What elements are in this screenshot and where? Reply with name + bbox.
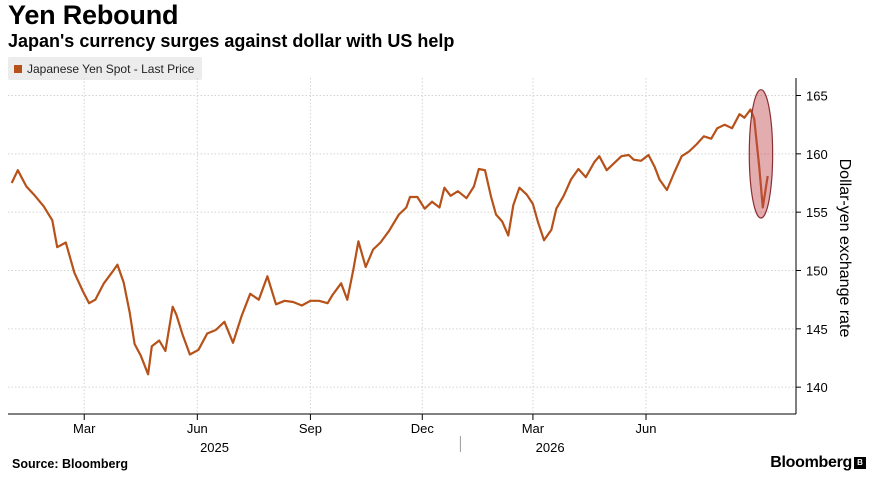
y-tick-label: 140 [806, 380, 828, 395]
y-tick-label: 150 [806, 264, 828, 279]
y-tick-label: 155 [806, 205, 828, 220]
y-axis-label: Dollar-yen exchange rate [836, 159, 853, 338]
x-year-label: 2025 [200, 440, 229, 455]
x-tick-label: Mar [522, 421, 545, 436]
series-layer [10, 108, 769, 376]
highlight-ellipse [748, 89, 774, 219]
chart-title: Yen Rebound [8, 0, 179, 30]
legend-swatch [14, 64, 22, 73]
x-year-label: 2026 [536, 440, 565, 455]
x-tick-label: Jun [187, 421, 208, 436]
y-tick-label: 160 [806, 147, 828, 162]
grid-layer [8, 78, 796, 414]
x-tick-label: Mar [73, 421, 96, 436]
x-tick-label: Sep [299, 421, 322, 436]
axis-layer: 140 145 150 155 160 165 Mar Jun Sep Dec Mar Jun 2025… [8, 78, 828, 455]
y-tick-label: 145 [806, 322, 828, 337]
annotation-layer [748, 89, 774, 219]
x-tick-label: Jun [636, 421, 657, 436]
bloomberg-badge-icon: B [854, 457, 866, 469]
chart-legend: Japanese Yen Spot - Last Price [8, 57, 203, 80]
y-tick-label: 165 [806, 89, 828, 104]
x-tick-label: Dec [411, 421, 435, 436]
bloomberg-logo: Bloomberg [770, 454, 852, 471]
legend-entry-yen-spot: Japanese Yen Spot - Last Price [27, 61, 195, 76]
source-note: Source: Bloomberg [12, 457, 128, 471]
chart-subtitle: Japan's currency surges against dollar w… [8, 31, 455, 51]
series-line-yen-spot [10, 108, 769, 376]
